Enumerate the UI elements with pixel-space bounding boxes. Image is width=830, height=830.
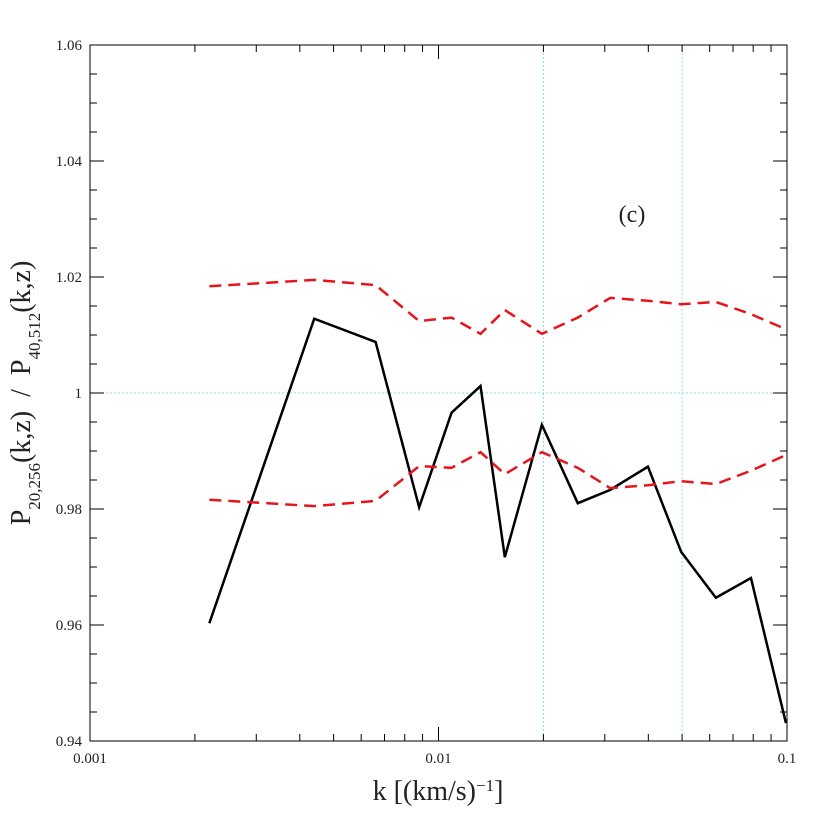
data-line <box>209 278 787 336</box>
y-label-symbol: P <box>6 360 37 376</box>
y-label-args: (k,z) <box>6 261 37 313</box>
data-line <box>209 450 787 508</box>
y-label-separator: / <box>6 389 37 397</box>
y-label-args: (k,z) <box>6 411 37 463</box>
x-label-end: ] <box>494 776 503 807</box>
x-tick-label: 0.01 <box>425 751 451 767</box>
x-label-main: k [(km/s) <box>373 776 476 807</box>
y-label-subscript: 20,256 <box>25 463 44 510</box>
x-axis-title: k [(km/s)−1] <box>373 776 504 808</box>
y-tick-label: 0.98 <box>56 502 82 518</box>
y-label-subscript: 40,512 <box>25 313 44 360</box>
y-tick-label: 1.02 <box>56 270 82 286</box>
y-tick-label: 1 <box>75 386 83 402</box>
annotation: (c) <box>619 202 646 228</box>
x-tick-label: 0.1 <box>778 751 797 767</box>
y-label-symbol: P <box>6 510 37 526</box>
data-line <box>208 317 788 724</box>
y-tick-label: 0.94 <box>56 734 83 750</box>
y-tick-label: 1.04 <box>56 154 83 170</box>
y-tick-label: 0.96 <box>56 618 83 634</box>
x-tick-label: 0.001 <box>73 751 107 767</box>
y-axis-title: P20,256(k,z)/P40,512(k,z) <box>6 261 44 526</box>
y-tick-label: 1.06 <box>56 38 83 54</box>
x-label-superscript: −1 <box>476 776 494 795</box>
